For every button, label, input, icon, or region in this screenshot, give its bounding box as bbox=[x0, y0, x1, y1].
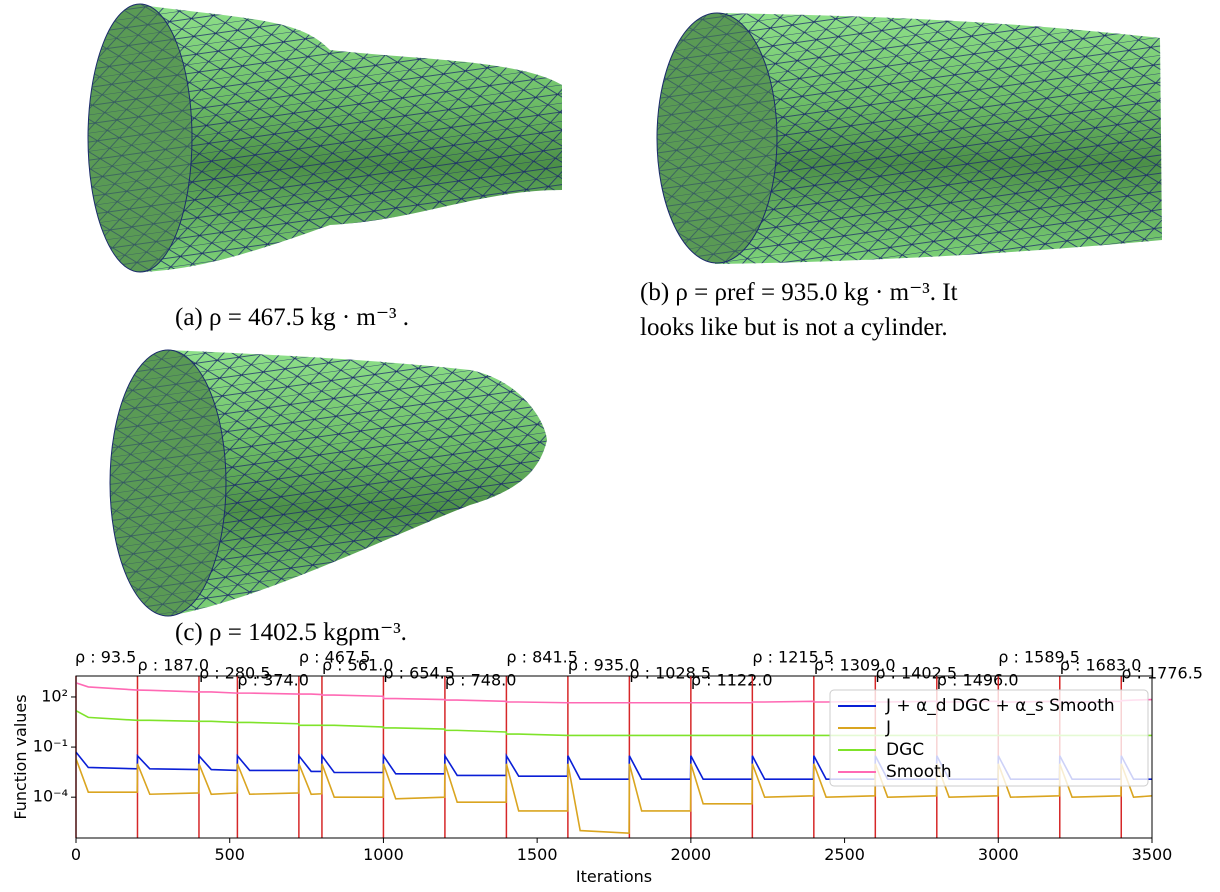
mesh-b bbox=[656, 12, 1162, 264]
rho-label: ρ : 187.0 bbox=[137, 656, 209, 675]
y-tick-label: 10² bbox=[41, 686, 68, 705]
mesh-c bbox=[109, 349, 547, 617]
rho-label: ρ : 935.0 bbox=[568, 656, 640, 675]
y-axis-label: Function values bbox=[11, 694, 30, 819]
legend-box bbox=[829, 689, 1149, 787]
rho-label: ρ : 1496.0 bbox=[937, 671, 1019, 690]
rho-label: ρ : 93.5 bbox=[75, 648, 136, 667]
rho-label: ρ : 374.0 bbox=[237, 671, 309, 690]
rho-label: ρ : 1309.0 bbox=[814, 656, 896, 675]
mesh-a bbox=[87, 3, 562, 273]
plot-frame bbox=[75, 675, 1153, 839]
rho-label: ρ : 1683.0 bbox=[1060, 656, 1142, 675]
x-tick-label: 0 bbox=[71, 845, 81, 864]
legend-label: J + α_d DGC + α_s Smooth bbox=[885, 696, 1115, 716]
rho-label: ρ : 1122.0 bbox=[691, 671, 773, 690]
rho-label: ρ : 654.5 bbox=[383, 664, 455, 683]
legend-label: J bbox=[885, 718, 891, 738]
y-tick-label: 10⁻¹ bbox=[33, 737, 68, 756]
rho-label: ρ : 748.0 bbox=[445, 671, 517, 690]
caption: (b) ρ = ρref = 935.0 kg · m⁻³. It bbox=[640, 279, 958, 306]
x-tick-label: 500 bbox=[214, 845, 245, 864]
x-tick-label: 2000 bbox=[670, 845, 711, 864]
rho-label: ρ : 1776.5 bbox=[1121, 664, 1203, 683]
rho-label: ρ : 841.5 bbox=[506, 648, 578, 667]
legend-label: DGC bbox=[886, 740, 924, 760]
x-tick-label: 1000 bbox=[363, 845, 404, 864]
rho-label: ρ : 280.5 bbox=[199, 664, 271, 683]
x-tick-label: 3000 bbox=[978, 845, 1019, 864]
x-tick-label: 1500 bbox=[517, 845, 558, 864]
legend-label: Smooth bbox=[886, 762, 952, 782]
caption: (c) ρ = 1402.5 kgρm⁻³. bbox=[175, 619, 407, 646]
caption: looks like but is not a cylinder. bbox=[640, 314, 948, 341]
x-tick-label: 2500 bbox=[824, 845, 865, 864]
rho-label: ρ : 561.0 bbox=[322, 656, 394, 675]
x-axis-label: Iterations bbox=[576, 867, 652, 886]
y-tick-label: 10⁻⁴ bbox=[33, 787, 68, 806]
series-line bbox=[75, 758, 1153, 835]
rho-label: ρ : 1215.5 bbox=[752, 648, 834, 667]
rho-label: ρ : 1589.5 bbox=[998, 648, 1080, 667]
rho-label: ρ : 467.5 bbox=[299, 648, 371, 667]
x-tick-label: 3500 bbox=[1132, 845, 1173, 864]
caption: (a) ρ = 467.5 kg · m⁻³ . bbox=[175, 304, 409, 331]
